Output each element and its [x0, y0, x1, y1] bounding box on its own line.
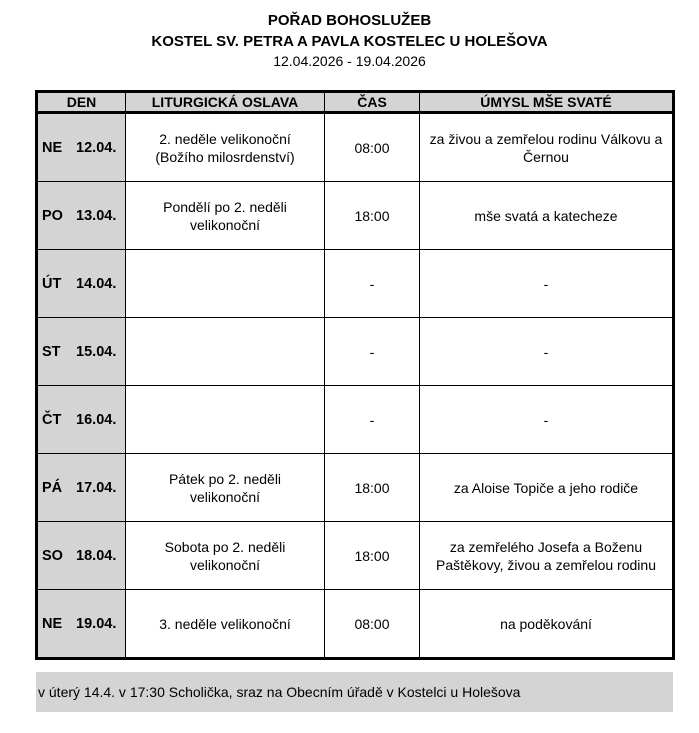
intention-cell: mše svatá a katecheze — [419, 181, 674, 250]
schedule-table: DEN LITURGICKÁ OSLAVA ČAS ÚMYSL MŠE SVAT… — [35, 90, 675, 660]
table-row: ČT 16.04. - - — [36, 385, 674, 454]
time-cell: 08:00 — [324, 112, 420, 182]
document-title: POŘAD BOHOSLUŽEB — [267, 12, 432, 29]
celebration-cell — [125, 249, 325, 318]
day-date: 12.04. — [76, 139, 117, 156]
church-name: KOSTEL SV. PETRA A PAVLA KOSTELEC U HOLE… — [151, 33, 548, 50]
table-row: NE 19.04. 3. neděle velikonoční 08:00 na… — [36, 589, 674, 659]
intention-cell: - — [419, 385, 674, 454]
day-cell: PO 13.04. — [36, 181, 126, 250]
column-header-celebration: LITURGICKÁ OSLAVA — [125, 91, 325, 114]
intention-cell: na poděkování — [419, 589, 674, 659]
day-date: 14.04. — [76, 275, 117, 292]
day-date: 17.04. — [76, 479, 117, 496]
celebration-cell: Pátek po 2. neděli velikonoční — [125, 453, 325, 522]
column-header-day: DEN — [36, 91, 126, 114]
intention-cell: za Aloise Topiče a jeho rodiče — [419, 453, 674, 522]
celebration-cell: Pondělí po 2. neděli velikonoční — [125, 181, 325, 250]
column-header-intention: ÚMYSL MŠE SVATÉ — [419, 91, 674, 114]
day-date: 19.04. — [76, 615, 117, 632]
time-cell: 08:00 — [324, 589, 420, 659]
celebration-cell — [125, 385, 325, 454]
day-cell: SO 18.04. — [36, 521, 126, 590]
table-row: PÁ 17.04. Pátek po 2. neděli velikonoční… — [36, 453, 674, 522]
day-cell: NE 19.04. — [36, 589, 126, 659]
celebration-cell: 3. neděle velikonoční — [125, 589, 325, 659]
intention-cell: - — [419, 249, 674, 318]
day-name: ÚT — [42, 275, 62, 292]
celebration-cell: Sobota po 2. neděli velikonoční — [125, 521, 325, 590]
day-date: 16.04. — [76, 411, 117, 428]
day-name: ČT — [42, 411, 62, 428]
day-name: ST — [42, 343, 61, 360]
table-row: PO 13.04. Pondělí po 2. neděli velikonoč… — [36, 181, 674, 250]
celebration-cell: 2. neděle velikonoční (Božího milosrdens… — [125, 112, 325, 182]
day-name: NE — [42, 615, 63, 632]
day-name: NE — [42, 139, 63, 156]
time-cell: - — [324, 317, 420, 386]
intention-cell: za živou a zemřelou rodinu Válkovu a Čer… — [419, 112, 674, 182]
day-name: PÁ — [42, 479, 63, 496]
time-cell: - — [324, 385, 420, 454]
table-row: NE 12.04. 2. neděle velikonoční (Božího … — [36, 112, 674, 182]
intention-cell: - — [419, 317, 674, 386]
intention-cell: za zemřelého Josefa a Boženu Paštěkovy, … — [419, 521, 674, 590]
celebration-cell — [125, 317, 325, 386]
table-row: SO 18.04. Sobota po 2. neděli velikonočn… — [36, 521, 674, 590]
date-range: 12.04.2026 - 19.04.2026 — [273, 53, 426, 69]
day-name: SO — [42, 547, 63, 564]
day-cell: ČT 16.04. — [36, 385, 126, 454]
table-row: ST 15.04. - - — [36, 317, 674, 386]
table-header-row: DEN LITURGICKÁ OSLAVA ČAS ÚMYSL MŠE SVAT… — [36, 91, 674, 114]
column-header-time: ČAS — [324, 91, 420, 114]
day-date: 15.04. — [76, 343, 117, 360]
time-cell: 18:00 — [324, 521, 420, 590]
time-cell: 18:00 — [324, 453, 420, 522]
day-cell: ST 15.04. — [36, 317, 126, 386]
day-cell: ÚT 14.04. — [36, 249, 126, 318]
day-date: 18.04. — [76, 547, 117, 564]
day-cell: NE 12.04. — [36, 112, 126, 182]
time-cell: - — [324, 249, 420, 318]
table-row: ÚT 14.04. - - — [36, 249, 674, 318]
day-cell: PÁ 17.04. — [36, 453, 126, 522]
footer-note: v úterý 14.4. v 17:30 Scholička, sraz na… — [36, 672, 673, 712]
time-cell: 18:00 — [324, 181, 420, 250]
day-date: 13.04. — [76, 207, 117, 224]
day-name: PO — [42, 207, 63, 224]
